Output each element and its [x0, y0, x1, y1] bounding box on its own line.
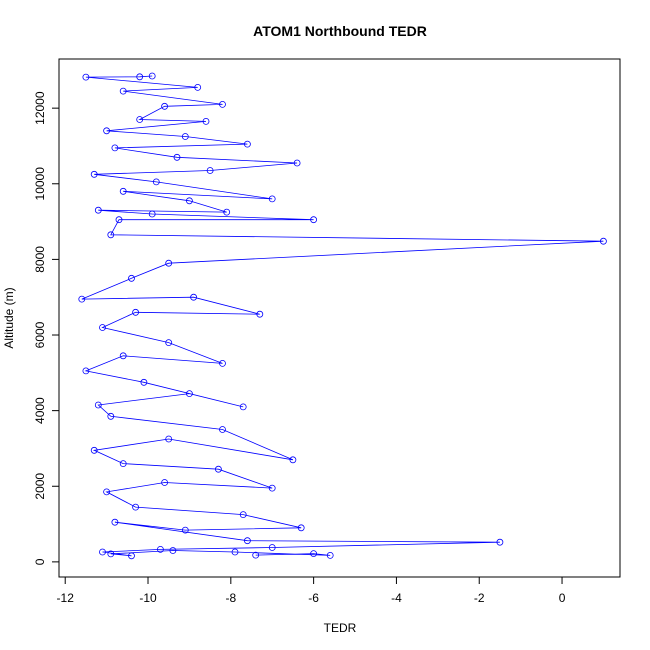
data-point [239, 403, 247, 411]
x-tick-label: -8 [225, 591, 236, 605]
data-point [90, 446, 98, 454]
series-layer [78, 72, 607, 560]
data-point [103, 488, 110, 496]
data-point [136, 116, 144, 123]
data-point [239, 511, 247, 518]
data-point [111, 518, 119, 526]
data-point [256, 310, 264, 318]
data-point [190, 293, 198, 301]
data-point [206, 167, 214, 174]
y-tick-label: 2000 [33, 473, 47, 500]
data-point [496, 538, 504, 546]
x-tick-label: -6 [308, 591, 319, 605]
series-line [81, 75, 604, 557]
data-point [140, 378, 148, 386]
data-point [165, 259, 173, 267]
data-point [252, 551, 260, 559]
data-point [148, 72, 156, 80]
data-point [148, 210, 156, 218]
data-point [78, 295, 86, 303]
data-point [111, 144, 119, 152]
data-point [132, 308, 140, 316]
data-point [268, 484, 276, 492]
data-point [152, 178, 160, 186]
data-point [310, 216, 318, 224]
y-tick-label: 10000 [33, 167, 47, 201]
data-point [103, 127, 110, 135]
data-point [231, 548, 239, 556]
data-point [128, 552, 135, 560]
x-tick-label: -10 [139, 591, 157, 605]
y-axis-label: Altitude (m) [2, 287, 16, 348]
data-point [223, 208, 231, 216]
data-point [107, 412, 115, 420]
data-point [169, 547, 177, 554]
y-tick-label: 6000 [33, 321, 47, 348]
data-point [82, 367, 90, 375]
data-point [202, 118, 210, 125]
x-tick-label: -2 [474, 591, 485, 605]
data-point [219, 426, 226, 433]
data-point [297, 524, 305, 532]
data-point [136, 73, 144, 81]
data-point [194, 84, 202, 91]
data-point [243, 140, 251, 148]
data-point [219, 101, 226, 108]
chart-title: ATOM1 Northbound TEDR [253, 23, 427, 39]
data-point [156, 546, 164, 553]
data-point [107, 550, 115, 558]
data-point [165, 339, 173, 347]
y-axis: 0 2000 4000 6000 8000 10000 12000 [33, 91, 60, 565]
data-point [90, 170, 98, 178]
data-point [82, 73, 90, 81]
x-axis: -12 -10 -8 -6 -4 -2 0 [57, 576, 566, 605]
data-point [289, 456, 297, 464]
data-point [107, 231, 115, 239]
x-tick-label: 0 [559, 591, 566, 605]
x-axis-label: TEDR [324, 621, 357, 635]
x-tick-label: -4 [391, 591, 402, 605]
x-tick-label: -12 [57, 591, 75, 605]
data-point [293, 159, 301, 167]
data-point [243, 537, 251, 545]
data-point [94, 206, 102, 214]
data-point [99, 548, 106, 556]
y-tick-label: 4000 [33, 397, 47, 424]
data-point [173, 153, 181, 161]
data-point [310, 550, 318, 557]
data-point [268, 544, 276, 551]
y-tick-label: 0 [33, 558, 47, 565]
data-point [115, 216, 123, 224]
data-point [94, 401, 102, 409]
data-point [119, 187, 127, 195]
data-point [128, 274, 135, 282]
data-point [326, 552, 334, 559]
data-point [600, 237, 607, 245]
y-tick-label: 12000 [33, 91, 47, 125]
data-point [185, 390, 193, 398]
data-point [185, 197, 193, 205]
data-point [268, 195, 276, 203]
data-point [181, 526, 189, 534]
data-point [219, 359, 226, 367]
data-point [214, 465, 222, 473]
y-tick-label: 8000 [33, 246, 47, 273]
data-point [165, 435, 173, 443]
data-point [181, 133, 189, 140]
data-point [119, 87, 127, 95]
data-point [119, 352, 127, 360]
data-point [132, 503, 140, 511]
data-point [99, 324, 106, 331]
data-point [161, 102, 169, 110]
data-point [119, 460, 127, 468]
data-point [161, 479, 169, 486]
